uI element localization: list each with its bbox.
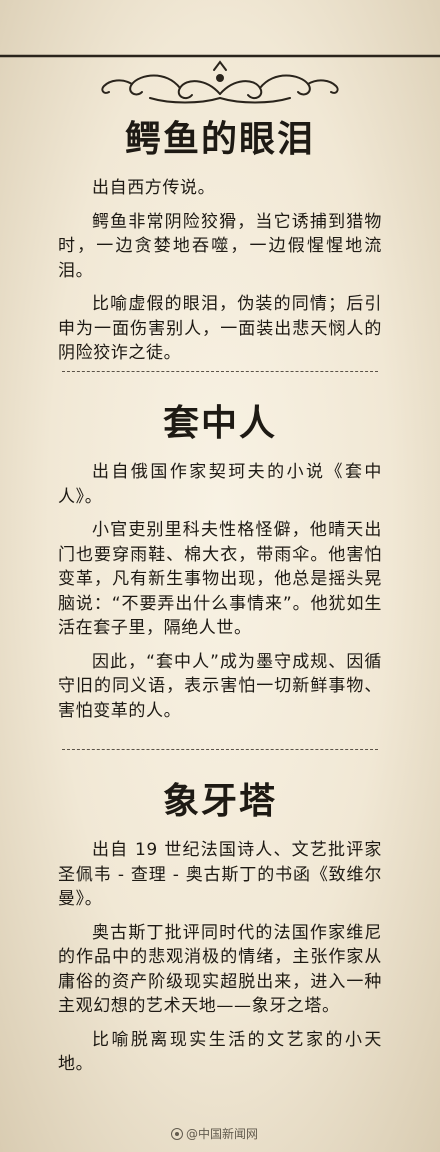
section-crocodile-tears: 鳄鱼的眼泪 出自西方传说。 鳄鱼非常阴险狡猾，当它诱捕到猎物时，一边贪婪地吞噬，…: [0, 118, 440, 366]
weibo-logo-icon: [170, 1127, 183, 1140]
ornament-flourish-icon: [0, 54, 440, 104]
paragraph: 出自西方传说。: [92, 178, 216, 198]
section-title: 套中人: [162, 403, 277, 444]
section-ivory-tower: 象牙塔 出自 19 世纪法国诗人、文艺批评家圣佩韦 - 查理 - 奥古斯丁的书函…: [0, 780, 440, 1077]
paragraph: 小官吏别里科夫性格怪僻，他晴天出门也要穿雨鞋、棉大衣，带雨伞。他害怕变革，凡有新…: [58, 520, 382, 638]
paragraph: 鳄鱼非常阴险狡猾，当它诱捕到猎物时，一边贪婪地吞噬，一边假惺惺地流泪。: [58, 211, 382, 281]
dashed-divider: [62, 371, 378, 372]
paragraph: 出自 19 世纪法国诗人、文艺批评家圣佩韦 - 查理 - 奥古斯丁的书函《致维尔…: [58, 840, 382, 909]
paragraph: 因此，“套中人”成为墨守成规、因循守旧的同义语，表示害怕一切新鲜事物、害怕变革的…: [58, 651, 382, 721]
section-title: 鳄鱼的眼泪: [124, 119, 315, 160]
paragraph: 比喻脱离现实生活的文艺家的小天地。: [58, 1029, 382, 1075]
section-man-in-a-case: 套中人 出自俄国作家契珂夫的小说《套中人》。 小官吏别里科夫性格怪僻，他晴天出门…: [0, 402, 440, 723]
source-watermark: @中国新闻网: [170, 1125, 258, 1142]
paragraph: 出自俄国作家契珂夫的小说《套中人》。: [58, 462, 382, 507]
paragraph: 奥古斯丁批评同时代的法国作家维尼的作品中的悲观消极的情绪，主张作家从庸俗的资产阶…: [58, 922, 382, 1017]
section-title: 象牙塔: [162, 781, 277, 822]
paragraph: 比喻虚假的眼泪，伪装的同情；后引申为一面伤害别人，一面装出悲天悯人的阴险狡诈之徒…: [58, 294, 382, 363]
watermark-text: @中国新闻网: [185, 1127, 258, 1141]
dashed-divider: [62, 749, 378, 750]
